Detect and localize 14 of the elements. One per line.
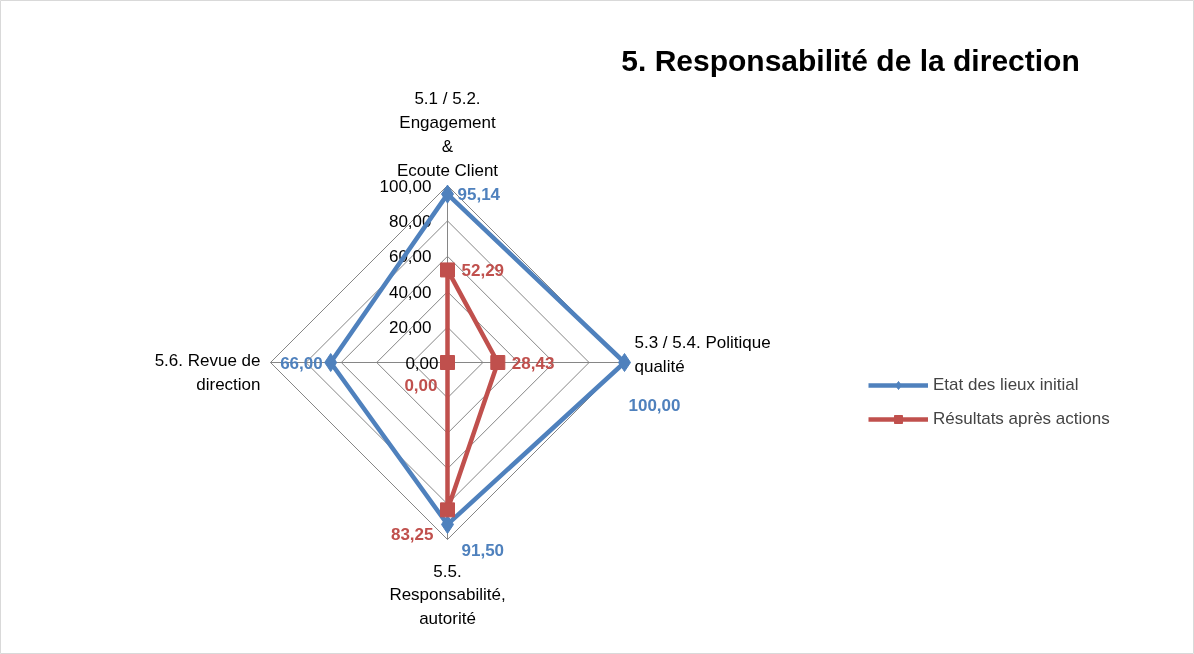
chart-title: 5. Responsabilité de la direction: [621, 44, 1080, 77]
data-label: 52,29: [461, 260, 505, 280]
y-tick-label: 40,00: [388, 282, 432, 302]
data-label: 83,25: [390, 524, 434, 544]
spoke-label: 5.6. Revue de direction: [154, 351, 261, 394]
y-tick-label: 0,00: [405, 353, 439, 373]
spoke-label: 5.3 / 5.4. Politique qualité: [634, 333, 771, 376]
legend-label: Résultats après actions: [933, 409, 1110, 429]
spoke-label: 5.5. Responsabilité, autorité: [389, 561, 506, 628]
y-tick-label: 20,00: [388, 318, 432, 338]
data-label: 95,14: [457, 185, 501, 205]
legend-label: Etat des lieux initial: [933, 375, 1079, 395]
data-label: 91,50: [461, 541, 505, 561]
data-label: 100,00: [628, 395, 681, 415]
